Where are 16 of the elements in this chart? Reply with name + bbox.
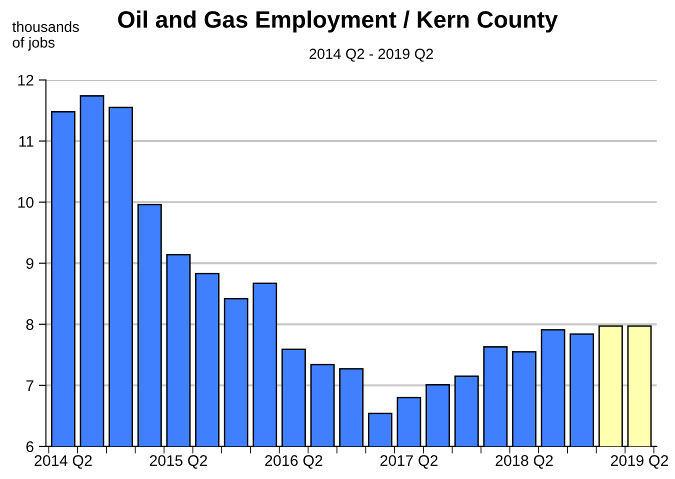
- x-tick-label: 2014 Q2: [34, 455, 92, 469]
- x-tick-label: 2016 Q2: [265, 455, 322, 469]
- chart-subtitle: 2014 Q2 - 2019 Q2: [310, 48, 433, 62]
- x-tick-label: 2018 Q2: [496, 455, 553, 469]
- y-tick-label: 8: [26, 319, 34, 330]
- x-tick-label: 2017 Q2: [380, 455, 438, 469]
- y-tick-label: 11: [19, 136, 34, 147]
- x-tick-label: 2019 Q2: [610, 455, 668, 469]
- x-tick-label: 2015 Q2: [150, 455, 207, 469]
- y-tick-label: 12: [18, 74, 34, 86]
- y-tick-label: 9: [26, 258, 34, 269]
- y-axis-title: thousands of jobs: [12, 21, 79, 51]
- y-tick-label: 10: [18, 197, 34, 208]
- y-tick-label: 7: [26, 380, 34, 391]
- y-tick-label: 6: [26, 441, 34, 452]
- chart-title: Oil and Gas Employment / Kern County: [118, 10, 558, 33]
